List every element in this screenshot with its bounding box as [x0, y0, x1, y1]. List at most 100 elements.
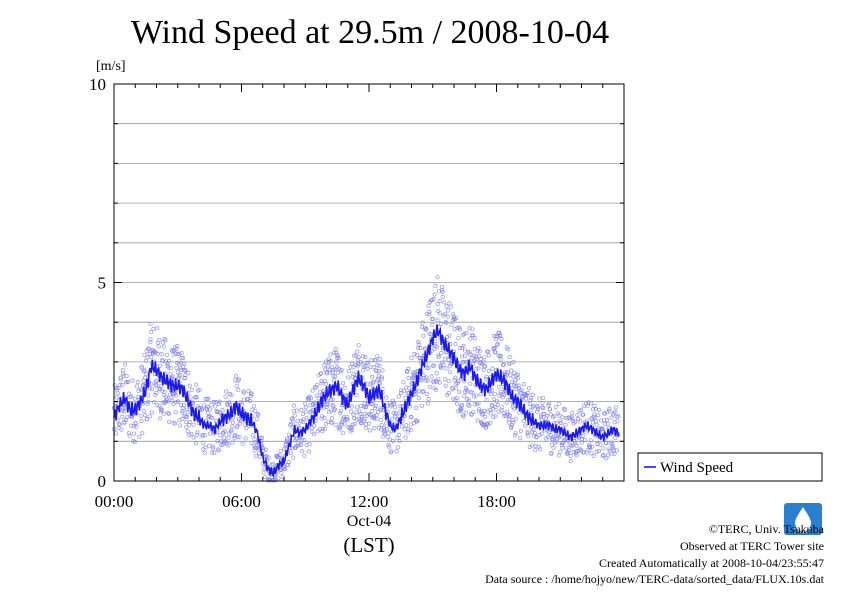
scatter-point — [300, 412, 305, 417]
scatter-point — [359, 421, 364, 426]
scatter-point — [544, 416, 549, 421]
scatter-point — [425, 378, 430, 383]
scatter-point — [171, 402, 176, 407]
scatter-point — [398, 404, 403, 409]
scatter-point — [560, 415, 565, 420]
scatter-point — [384, 421, 389, 426]
scatter-point — [453, 375, 458, 380]
scatter-point — [155, 403, 160, 408]
scatter-point — [117, 382, 123, 387]
scatter-point — [115, 391, 120, 396]
scatter-point — [504, 372, 509, 377]
scatter-point — [142, 368, 147, 373]
scatter-point — [528, 408, 533, 413]
scatter-point — [413, 372, 418, 377]
scatter-point — [445, 308, 450, 313]
scatter-point — [166, 410, 171, 415]
scatter-point — [558, 449, 563, 454]
scatter-point — [149, 387, 154, 392]
scatter-point — [137, 434, 142, 439]
scatter-point — [493, 404, 498, 410]
scatter-point — [176, 361, 181, 366]
scatter-point — [396, 394, 401, 399]
scatter-point — [180, 416, 185, 421]
scatter-point — [613, 405, 619, 410]
scatter-point — [370, 408, 375, 413]
scatter-point — [439, 366, 444, 371]
scatter-point — [486, 349, 491, 354]
scatter-point — [495, 341, 500, 347]
scatter-point — [378, 427, 384, 432]
scatter-point — [471, 361, 476, 366]
scatter-point — [226, 443, 231, 448]
scatter-point — [448, 304, 453, 309]
scatter-point — [248, 391, 253, 396]
scatter-point — [592, 412, 597, 417]
scatter-point — [435, 318, 440, 323]
scatter-point — [156, 344, 161, 349]
scatter-point — [118, 375, 123, 380]
scatter-point — [178, 423, 183, 428]
scatter-point — [613, 435, 618, 441]
scatter-point — [474, 393, 479, 398]
scatter-point — [143, 358, 149, 363]
scatter-point — [441, 363, 446, 368]
scatter-point — [426, 365, 431, 370]
scatter-point — [129, 423, 134, 428]
scatter-point — [382, 432, 387, 437]
scatter-point — [120, 371, 125, 376]
scatter-point — [257, 454, 262, 459]
scatter-point — [369, 358, 374, 363]
scatter-point — [127, 433, 132, 438]
scatter-point — [312, 423, 317, 428]
scatter-point — [443, 383, 448, 388]
scatter-point — [596, 407, 601, 412]
scatter-point — [601, 452, 606, 457]
scatter-point — [492, 391, 497, 396]
scatter-point — [186, 370, 191, 375]
scatter-point — [563, 422, 568, 427]
scatter-point — [581, 412, 586, 417]
scatter-point — [401, 380, 406, 385]
scatter-point — [419, 378, 424, 383]
scatter-point — [437, 299, 442, 304]
scatter-point — [336, 425, 341, 430]
scatter-point — [178, 367, 183, 372]
scatter-point — [332, 350, 337, 355]
scatter-point — [454, 316, 459, 321]
scatter-point — [494, 342, 500, 347]
scatter-point — [534, 435, 539, 440]
scatter-point — [280, 475, 285, 480]
scatter-point — [334, 360, 339, 365]
scatter-point — [446, 379, 451, 384]
scatter-point — [375, 363, 380, 368]
scatter-point — [493, 350, 498, 355]
scatter-point — [328, 352, 333, 357]
scatter-point — [539, 431, 544, 436]
scatter-point — [190, 387, 195, 392]
scatter-point — [216, 447, 221, 452]
scatter-point — [189, 431, 194, 436]
scatter-point — [288, 451, 294, 456]
scatter-point — [396, 445, 401, 450]
scatter-point — [589, 451, 594, 456]
scatter-point — [413, 392, 419, 397]
scatter-point — [435, 301, 440, 306]
scatter-point — [551, 445, 556, 450]
scatter-point — [605, 421, 610, 426]
scatter-point — [560, 445, 565, 451]
scatter-point — [147, 386, 152, 391]
scatter-point — [406, 366, 411, 372]
scatter-point — [292, 413, 297, 418]
scatter-point — [468, 336, 473, 341]
scatter-point — [553, 405, 558, 410]
scatter-point — [512, 433, 517, 438]
scatter-point — [611, 447, 616, 453]
scatter-point — [256, 451, 262, 456]
scatter-point — [234, 383, 239, 388]
scatter-point — [149, 410, 154, 415]
scatter-point — [346, 375, 351, 380]
scatter-point — [564, 451, 569, 456]
scatter-point — [191, 435, 196, 440]
scatter-point — [547, 401, 552, 406]
